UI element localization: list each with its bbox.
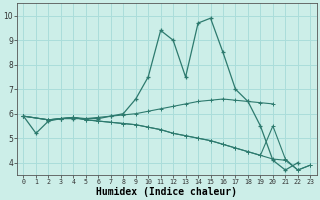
X-axis label: Humidex (Indice chaleur): Humidex (Indice chaleur) — [96, 186, 237, 197]
